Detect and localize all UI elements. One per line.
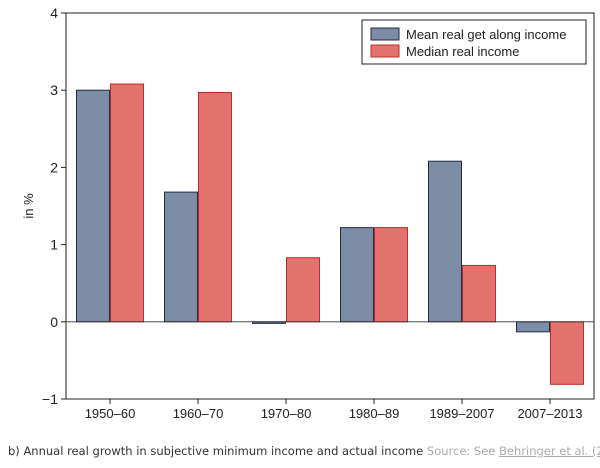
x-tick-label: 1970–80 xyxy=(261,406,312,421)
y-tick-label: −1 xyxy=(42,391,58,407)
x-tick-label: 2007–2013 xyxy=(517,406,582,421)
y-tick-label: 3 xyxy=(50,82,58,98)
x-tick-label: 1950–60 xyxy=(85,406,136,421)
y-tick-label: 2 xyxy=(50,159,58,175)
bar-mean xyxy=(76,89,110,323)
y-axis-label: in % xyxy=(21,193,36,219)
legend-label: Median real income xyxy=(406,44,519,59)
bar-median xyxy=(374,227,408,323)
legend-label: Mean real get along income xyxy=(406,27,566,42)
x-tick-label: 1989–2007 xyxy=(429,406,494,421)
bar-mean xyxy=(516,321,550,333)
figure-caption: b) Annual real growth in subjective mini… xyxy=(8,444,600,458)
bar-mean xyxy=(428,160,462,323)
bar-median xyxy=(462,264,496,323)
bar-mean xyxy=(340,227,374,323)
caption-text: b) Annual real growth in subjective mini… xyxy=(8,444,424,458)
legend-swatch xyxy=(370,27,400,41)
x-tick-label: 1980–89 xyxy=(349,406,400,421)
plot-frame xyxy=(65,12,595,400)
chart: 4 3 2 1 0 −1 in % 1950–60 1960–70 1970–80 1980–89 1… xyxy=(21,5,595,421)
caption-source-prefix: Source: See xyxy=(426,444,496,458)
y-tick-label: 4 xyxy=(50,5,58,21)
bar-median xyxy=(110,83,144,323)
bar-mean xyxy=(164,191,198,323)
legend-swatch xyxy=(370,44,400,58)
y-tick-label: 1 xyxy=(50,237,58,253)
bar-median xyxy=(286,257,320,323)
y-tick-label: 0 xyxy=(50,314,58,330)
source-link[interactable]: Behringer et al. (2022) xyxy=(499,444,600,458)
x-tick-label: 1960–70 xyxy=(173,406,224,421)
bar-chart: 4 3 2 1 0 −1 in % 1950–60 1960–70 1970–80 1980–89 1… xyxy=(21,5,595,421)
bar-median xyxy=(550,321,584,385)
bar-median xyxy=(198,92,232,323)
